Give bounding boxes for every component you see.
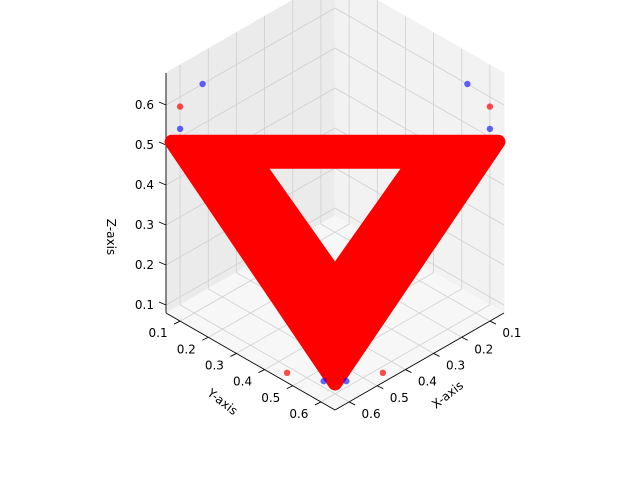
y-tick-label: 0.3 xyxy=(205,358,224,372)
y-tick-label: 0.6 xyxy=(289,407,308,421)
z-tick-label: 0.5 xyxy=(135,138,154,152)
grid-line-z xyxy=(165,207,505,306)
x-tick-mark xyxy=(461,336,468,341)
x-tick-mark xyxy=(348,401,356,406)
axes-lines xyxy=(165,73,505,411)
z-tick-label: 0.4 xyxy=(135,178,154,192)
y-tick-mark xyxy=(230,353,237,357)
grid-line-y xyxy=(179,0,350,322)
y-axis-line xyxy=(165,312,336,411)
red-outlier-point xyxy=(210,142,218,149)
x-tick-label: 0.3 xyxy=(446,358,465,372)
grid-line-z xyxy=(165,47,505,146)
z-tick-label: 0.3 xyxy=(135,218,154,232)
y-tick-mark xyxy=(173,320,181,325)
red-outlier-point xyxy=(176,103,184,110)
y-tick-label: 0.4 xyxy=(233,375,252,389)
x-tick-mark xyxy=(405,369,412,373)
z-tick-label: 0.1 xyxy=(135,298,154,312)
x-tick-label: 0.2 xyxy=(474,342,493,356)
blue-point xyxy=(320,377,327,385)
red-outlier-point xyxy=(486,103,494,110)
x-tick-label: 0.1 xyxy=(502,326,521,340)
z-tick-mark xyxy=(158,141,167,146)
red-outlier-point xyxy=(283,369,291,376)
x-tick-mark xyxy=(489,320,497,325)
scatter-points xyxy=(164,80,506,391)
x-axis-line xyxy=(334,312,505,411)
blue-point xyxy=(176,125,184,133)
y-tick-mark xyxy=(202,336,209,341)
blue-point xyxy=(343,377,350,385)
z-tick-mark xyxy=(158,301,167,306)
y-tick-mark xyxy=(286,385,293,390)
z-tick-label: 0.6 xyxy=(135,98,154,112)
z-tick-mark xyxy=(158,101,167,106)
y-tick-label: 0.5 xyxy=(261,391,280,405)
axes-ticks: 0.1 0.2 0.3 0.4 0.5 0.6 0.1 0.2 0.3 0.4 0.5 0.6 0.1 0… xyxy=(135,98,522,421)
z-tick-mark xyxy=(158,221,167,226)
z-axis-label: Z-axis xyxy=(104,219,118,255)
y-tick-label: 0.1 xyxy=(149,326,168,340)
x-tick-label: 0.5 xyxy=(390,391,409,405)
blue-point xyxy=(199,80,206,88)
y-tick-mark xyxy=(258,369,265,373)
blue-point xyxy=(464,80,471,88)
z-tick-label: 0.2 xyxy=(135,258,154,272)
y-tick-label: 0.2 xyxy=(177,342,196,356)
x-tick-mark xyxy=(377,385,384,390)
x-tick-label: 0.6 xyxy=(362,407,381,421)
red-outlier-point xyxy=(379,369,387,376)
y-axis-label: Y-axis xyxy=(204,385,240,418)
blue-point xyxy=(486,125,494,133)
z-tick-mark xyxy=(158,181,167,186)
grid-line-z xyxy=(165,7,505,106)
red-outlier-point xyxy=(452,142,460,149)
y-tick-mark xyxy=(314,401,322,406)
x-tick-label: 0.4 xyxy=(418,375,437,389)
z-tick-mark xyxy=(158,261,167,266)
x-tick-mark xyxy=(433,353,440,357)
grid-line-x xyxy=(320,0,491,322)
triangle-band xyxy=(164,134,506,391)
